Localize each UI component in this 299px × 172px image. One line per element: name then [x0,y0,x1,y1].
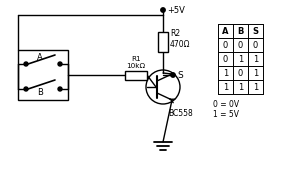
Circle shape [58,87,62,91]
Circle shape [58,62,62,66]
Text: 1: 1 [253,55,258,63]
Text: S: S [177,71,183,79]
Text: 0: 0 [223,40,228,50]
Bar [125,71,147,79]
Bar [18,50,68,100]
Text: 1: 1 [253,83,258,92]
Text: +5V: +5V [167,6,185,14]
Text: 1: 1 [238,83,243,92]
Text: A: A [37,53,43,62]
Circle shape [161,8,165,12]
Text: R2
470Ω: R2 470Ω [170,29,190,49]
Text: 0 = 0V: 0 = 0V [213,100,239,109]
Circle shape [24,87,28,91]
Text: 1: 1 [223,83,228,92]
Circle shape [24,62,28,66]
Text: B: B [37,88,43,97]
Text: R1
10kΩ: R1 10kΩ [126,56,146,69]
Text: 0: 0 [253,40,258,50]
Text: BC558: BC558 [168,109,193,118]
Text: 1: 1 [238,55,243,63]
Text: 0: 0 [238,68,243,78]
Text: 1 = 5V: 1 = 5V [213,110,239,119]
Text: S: S [252,26,259,35]
Circle shape [171,73,175,77]
Bar [158,32,168,52]
Text: A: A [222,26,229,35]
Text: 0: 0 [238,40,243,50]
Text: 1: 1 [253,68,258,78]
Text: 0: 0 [223,55,228,63]
Text: 1: 1 [223,68,228,78]
Text: B: B [237,26,244,35]
